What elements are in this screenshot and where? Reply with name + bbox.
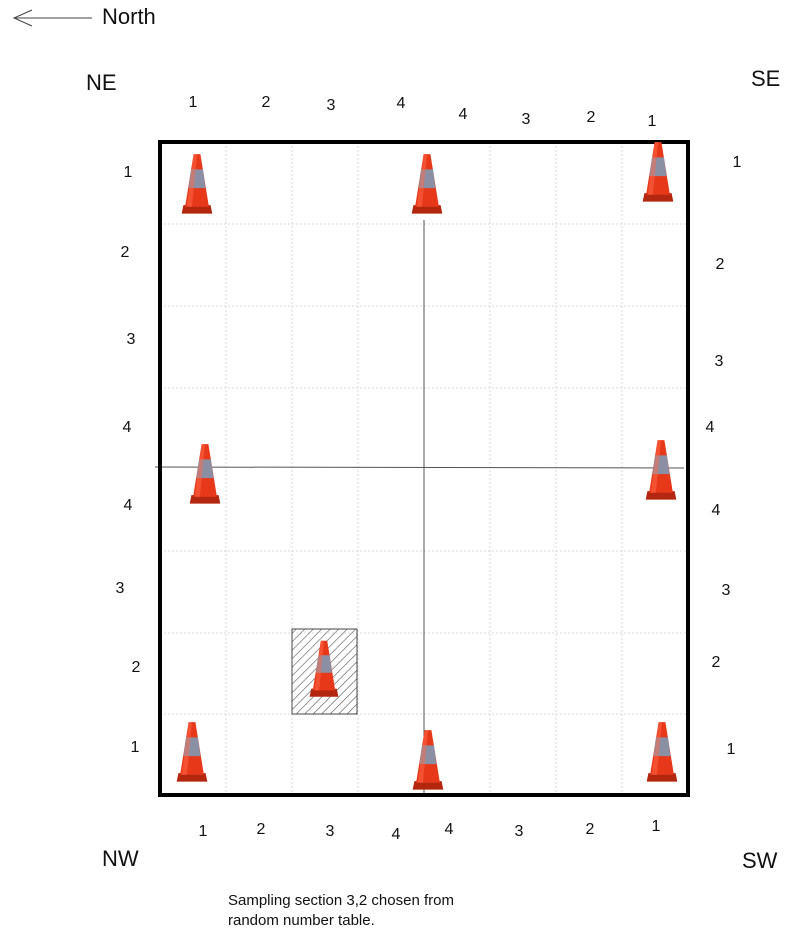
cone: [181, 154, 213, 214]
section-number: 4: [712, 502, 721, 519]
cone: [646, 722, 678, 782]
north-label: North: [102, 4, 156, 29]
corner-label: NE: [86, 70, 117, 95]
section-number: 4: [459, 106, 468, 123]
center-line: [154, 466, 685, 469]
section-number: 2: [257, 821, 266, 838]
cone: [412, 730, 444, 790]
section-number: 4: [392, 826, 401, 843]
section-number: 1: [189, 94, 198, 111]
plot-border: [158, 140, 690, 797]
caption: Sampling section 3,2 chosen from: [228, 892, 454, 909]
section-number: 2: [716, 256, 725, 273]
corner-label: SW: [742, 848, 778, 873]
cone: [642, 142, 674, 202]
section-number: 4: [445, 821, 454, 838]
caption: random number table.: [228, 912, 375, 929]
north-arrow: [12, 9, 92, 27]
section-number: 2: [132, 659, 141, 676]
section-number: 1: [727, 741, 736, 758]
section-number: 1: [199, 823, 208, 840]
section-number: 2: [121, 244, 130, 261]
section-number: 4: [706, 419, 715, 436]
section-number: 2: [587, 109, 596, 126]
section-number: 3: [327, 97, 336, 114]
cone: [411, 154, 443, 214]
section-number: 2: [712, 654, 721, 671]
cone: [189, 444, 221, 504]
cone: [176, 722, 208, 782]
section-number: 4: [397, 95, 406, 112]
corner-label: NW: [102, 846, 139, 871]
section-number: 4: [123, 419, 132, 436]
section-number: 2: [262, 94, 271, 111]
cone: [645, 440, 677, 500]
section-number: 1: [652, 818, 661, 835]
section-number: 1: [131, 739, 140, 756]
section-number: 3: [116, 580, 125, 597]
section-number: 3: [522, 111, 531, 128]
section-number: 3: [715, 353, 724, 370]
section-number: 1: [124, 164, 133, 181]
section-number: 4: [124, 497, 133, 514]
section-number: 3: [326, 823, 335, 840]
corner-label: SE: [751, 66, 780, 91]
section-number: 3: [722, 582, 731, 599]
section-number: 1: [733, 154, 742, 171]
section-number: 1: [648, 113, 657, 130]
section-number: 3: [515, 823, 524, 840]
section-number: 2: [586, 821, 595, 838]
section-number: 3: [127, 331, 136, 348]
